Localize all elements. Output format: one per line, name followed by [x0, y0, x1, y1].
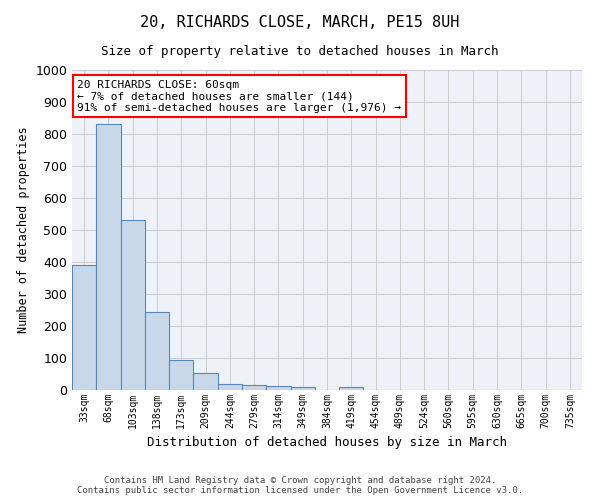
Bar: [193, 374, 218, 390]
Text: 20, RICHARDS CLOSE, MARCH, PE15 8UH: 20, RICHARDS CLOSE, MARCH, PE15 8UH: [140, 15, 460, 30]
Bar: [218, 384, 242, 390]
Bar: [72, 265, 96, 390]
Text: Contains HM Land Registry data © Crown copyright and database right 2024.
Contai: Contains HM Land Registry data © Crown c…: [77, 476, 523, 495]
X-axis label: Distribution of detached houses by size in March: Distribution of detached houses by size …: [147, 436, 507, 450]
Y-axis label: Number of detached properties: Number of detached properties: [17, 126, 30, 334]
Bar: [266, 386, 290, 390]
Bar: [96, 124, 121, 390]
Bar: [145, 312, 169, 390]
Bar: [339, 387, 364, 390]
Text: 20 RICHARDS CLOSE: 60sqm
← 7% of detached houses are smaller (144)
91% of semi-d: 20 RICHARDS CLOSE: 60sqm ← 7% of detache…: [77, 80, 401, 113]
Bar: [290, 388, 315, 390]
Bar: [169, 360, 193, 390]
Text: Size of property relative to detached houses in March: Size of property relative to detached ho…: [101, 45, 499, 58]
Bar: [242, 384, 266, 390]
Bar: [121, 220, 145, 390]
